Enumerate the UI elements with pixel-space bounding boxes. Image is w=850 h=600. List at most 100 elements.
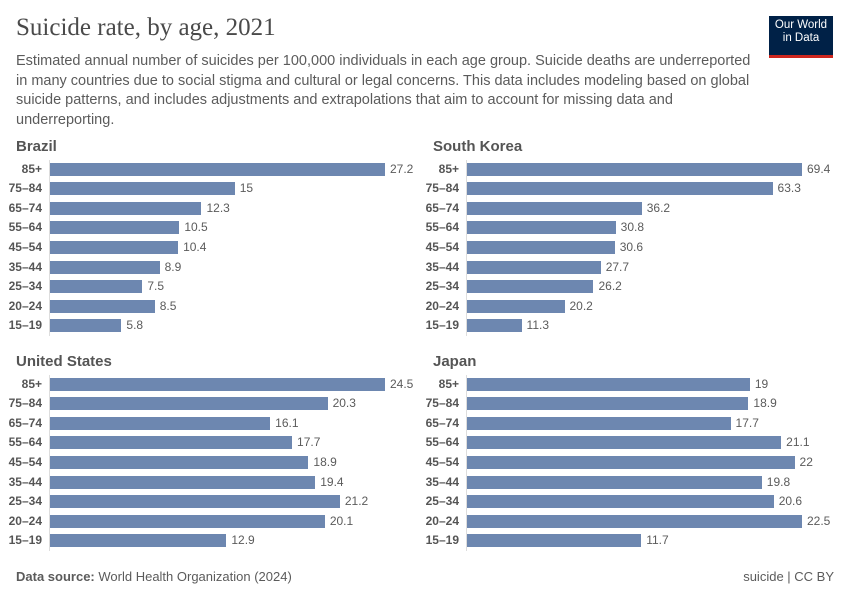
category-label: 25–34 [8,494,42,509]
axis-line [466,160,467,336]
value-label: 11.7 [646,533,669,548]
category-label: 20–24 [425,513,459,528]
value-label: 19.8 [766,474,791,489]
value-label: 10.4 [183,239,207,254]
category-label: 25–34 [425,279,459,294]
bar[interactable] [467,534,642,548]
data-source: Data source: World Health Organization (… [16,569,292,584]
value-label: 63.3 [777,181,801,196]
category-label: 75–84 [425,396,459,411]
value-label: 18.9 [313,454,337,469]
bar[interactable] [467,260,601,274]
category-label: 85+ [438,161,459,176]
bar[interactable] [50,534,227,548]
bar[interactable] [467,221,616,235]
value-label: 16.1 [275,415,299,430]
source-link[interactable]: World Health Organization (2024) [98,569,292,584]
source-label: Data source: [16,569,95,584]
bar[interactable] [50,182,235,196]
category-label: 35–44 [425,259,459,274]
value-label: 17.7 [735,415,759,430]
bar[interactable] [50,397,328,411]
bar[interactable] [467,495,774,509]
category-label: 35–44 [8,474,42,489]
category-label: 35–44 [425,474,459,489]
category-label: 45–54 [425,454,459,469]
logo-line-2: in Data [782,32,820,44]
bar[interactable] [50,495,340,509]
value-label: 17.7 [297,435,321,450]
panel-title: Brazil [16,138,57,155]
panel-brazil: Brazil 85+ 27.2 75–84 15 65–74 12.3 55–64 10.5 45… [9,138,436,348]
category-label: 55–64 [8,435,42,450]
bar[interactable] [467,182,773,196]
license[interactable]: suicide | CC BY [743,569,834,584]
panel-south-korea: South Korea 85+ 69.4 75–84 63.3 65–74 36.2 55–6… [426,138,850,348]
value-label: 20.2 [569,298,593,313]
value-label: 27.7 [605,259,630,274]
value-label: 36.2 [646,200,671,215]
bar[interactable] [467,319,522,333]
bar[interactable] [50,240,179,254]
category-label: 65–74 [8,415,42,430]
value-label: 19 [754,376,769,391]
bar[interactable] [50,455,309,469]
value-label: 12.9 [231,533,255,548]
bar[interactable] [467,280,594,294]
bar[interactable] [467,455,795,469]
bar[interactable] [467,299,565,313]
value-label: 5.8 [126,318,144,333]
axis-line [49,160,50,336]
bar[interactable] [50,299,155,313]
panel-japan: Japan 85+ 19 75–84 18.9 65–74 17.7 55–64 21.1 45–… [426,353,850,563]
bar[interactable] [50,260,160,274]
bar[interactable] [50,280,143,294]
value-label: 8.9 [164,259,182,274]
bar[interactable] [467,162,802,176]
chart-title: Suicide rate, by age, 2021 [16,14,276,41]
value-label: 22.5 [807,513,831,528]
category-label: 25–34 [8,279,42,294]
bar[interactable] [50,162,385,176]
category-label: 25–34 [425,494,459,509]
bar[interactable] [467,416,731,430]
panel-title: South Korea [433,138,523,155]
category-label: 15–19 [8,318,42,333]
category-label: 55–64 [425,435,459,450]
axis-line [466,375,467,551]
bar[interactable] [467,201,642,215]
value-label: 21.1 [786,435,810,450]
bar[interactable] [50,221,180,235]
category-label: 45–54 [425,239,459,254]
value-label: 30.6 [619,239,644,254]
bar[interactable] [467,436,782,450]
value-label: 19.4 [320,474,344,489]
axis-line [49,375,50,551]
category-label: 15–19 [425,318,459,333]
category-label: 85+ [21,161,42,176]
bar[interactable] [50,201,202,215]
category-label: 15–19 [8,533,42,548]
bar[interactable] [50,436,293,450]
owid-logo[interactable]: Our World in Data [769,16,833,58]
value-label: 11.3 [526,318,549,333]
bar[interactable] [50,475,316,489]
bar[interactable] [467,240,615,254]
value-label: 18.9 [753,396,777,411]
bar[interactable] [50,514,325,528]
value-label: 24.5 [390,376,414,391]
category-label: 75–84 [8,181,42,196]
category-label: 45–54 [8,239,42,254]
bar[interactable] [50,319,122,333]
bar[interactable] [467,397,749,411]
bar[interactable] [467,377,750,391]
bar[interactable] [467,514,802,528]
category-label: 75–84 [425,181,459,196]
category-label: 55–64 [8,220,42,235]
bar[interactable] [467,475,762,489]
bar[interactable] [50,416,271,430]
value-label: 20.6 [778,494,803,509]
bar[interactable] [50,377,385,391]
category-label: 45–54 [8,454,42,469]
category-label: 85+ [21,376,42,391]
